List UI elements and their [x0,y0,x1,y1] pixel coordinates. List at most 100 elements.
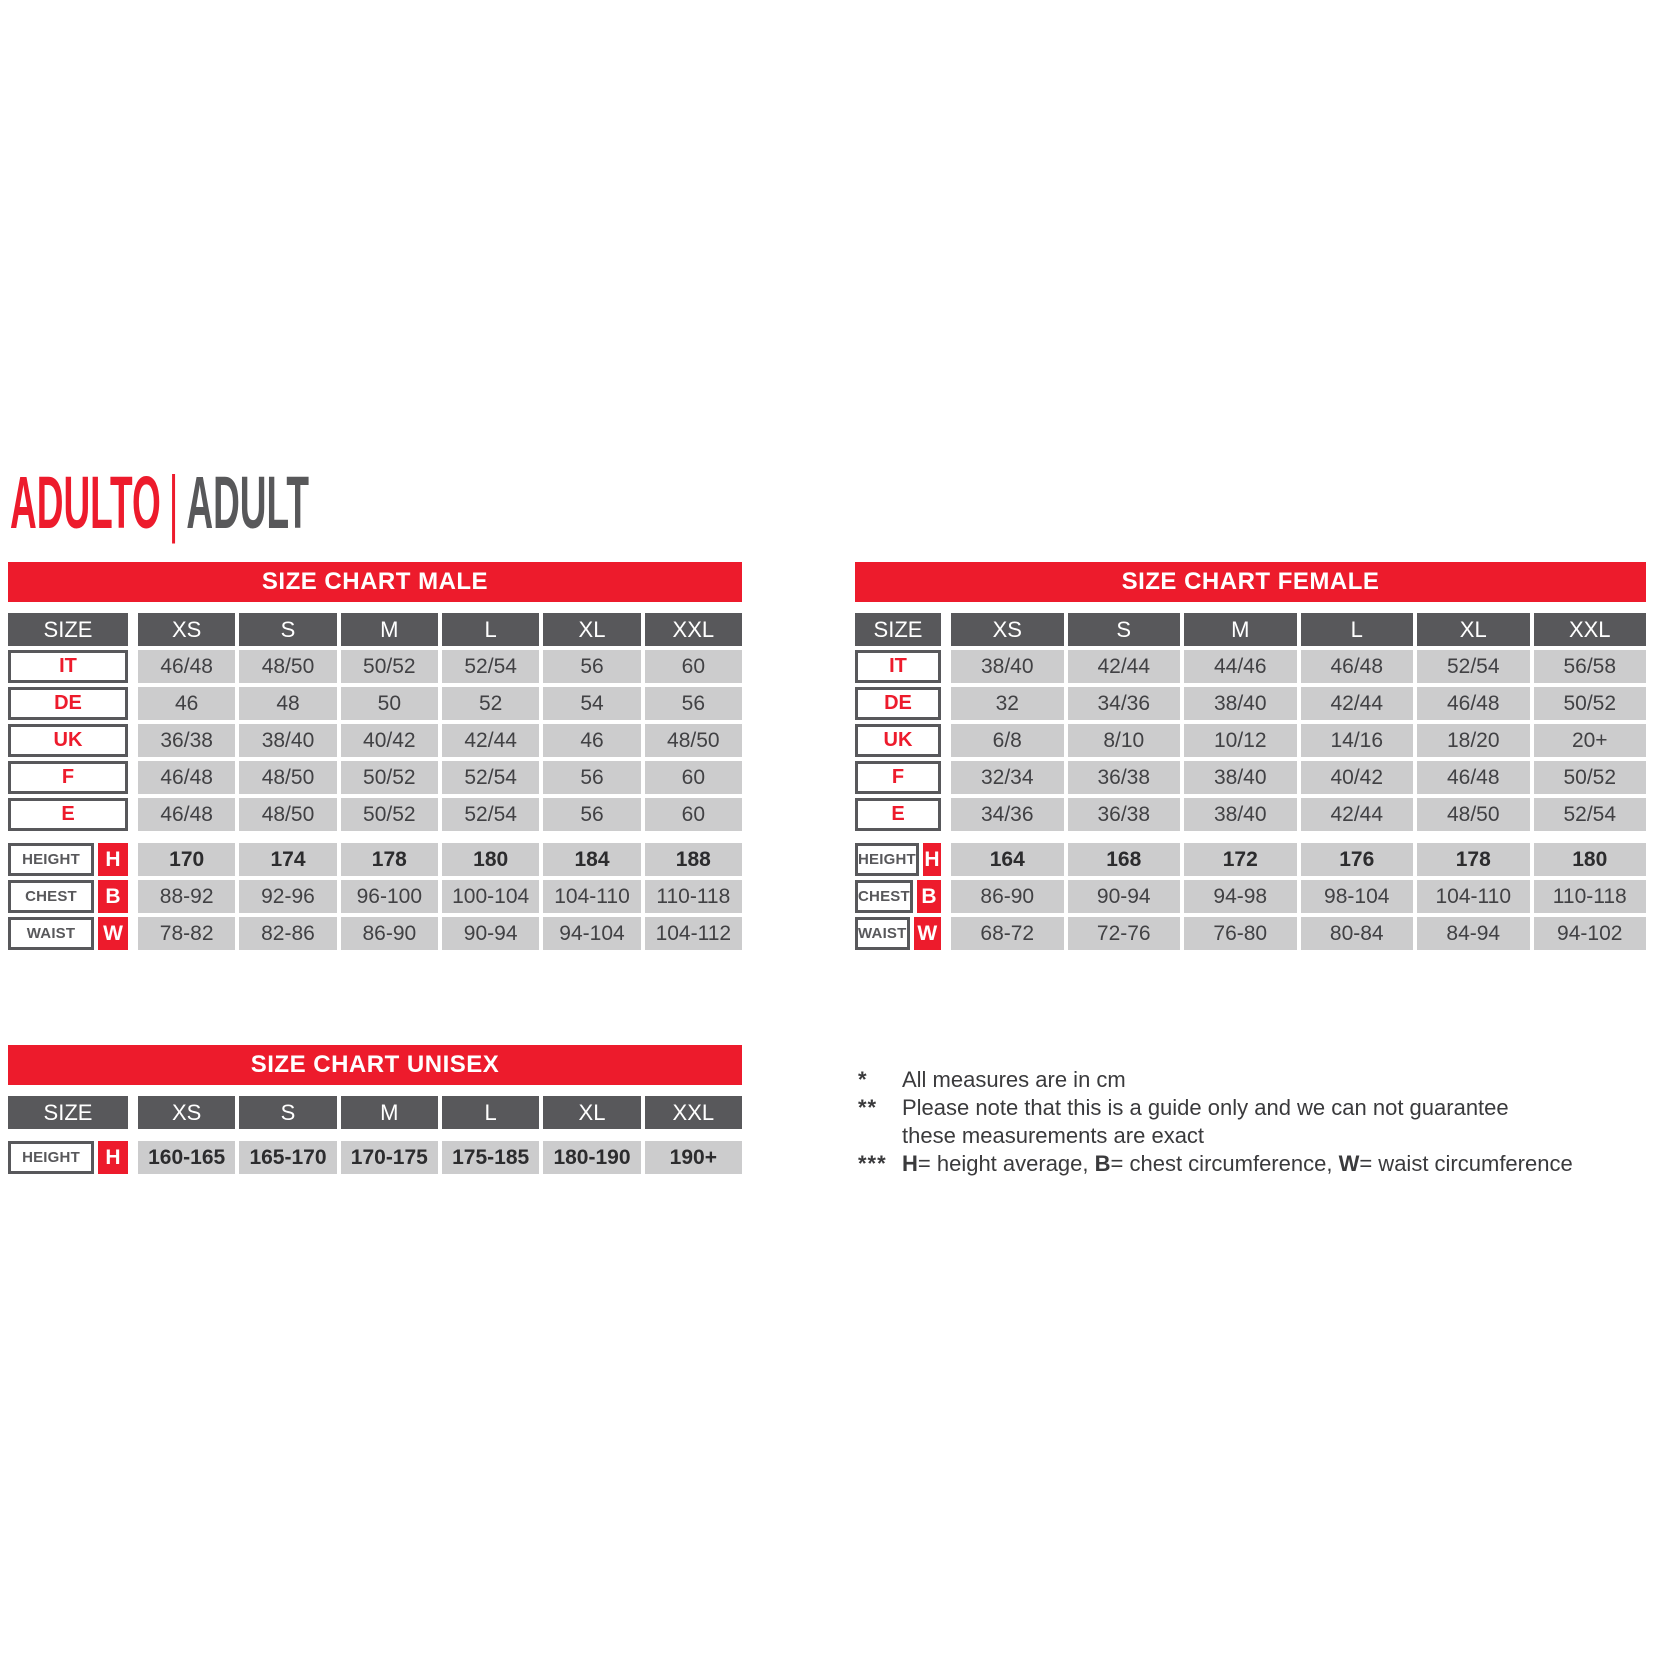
size-cell: 6/8 [951,724,1064,757]
measure-cell: 180 [442,843,540,876]
row-label-f: F [855,761,941,794]
measure-cell: 178 [1417,843,1530,876]
column-header-xl: XL [1417,613,1530,646]
size-cell: 38/40 [239,724,337,757]
measure-code-h: H [98,843,128,876]
measure-cell: 100-104 [442,880,540,913]
measure-cell: 110-118 [644,880,742,913]
measure-cell: 178 [340,843,438,876]
column-header-size: SIZE [8,1096,128,1129]
measure-cell: 88-92 [138,880,236,913]
footnote-marker: * [858,1067,868,1092]
column-header-l: L [1300,613,1413,646]
footnote-3: *** H= height average, B= chest circumfer… [858,1150,1654,1178]
column-header-xs: XS [138,613,236,646]
column-header-m: M [340,1096,438,1129]
footnote-text: All measures are in cm [902,1067,1126,1092]
measure-row-label-height: HEIGHT H [8,1141,128,1174]
size-cell: 34/36 [1067,687,1180,720]
size-cell: 8/10 [1067,724,1180,757]
size-cell: 18/20 [1417,724,1530,757]
size-cell: 38/40 [1184,761,1297,794]
column-header-s: S [239,613,337,646]
size-cell: 36/38 [1067,798,1180,831]
measure-row-label-waist: WAIST W [855,917,941,950]
measure-code-h: H [98,1141,128,1174]
size-chart-female: SIZE CHART FEMALE SIZE XS S M L XL XXL IT 38/40 4… [855,562,1646,950]
column-header-xs: XS [951,613,1064,646]
footnote-text: H= height average, B= chest circumferenc… [902,1151,1573,1176]
size-chart-male: SIZE CHART MALE SIZE XS S M L XL XXL IT 46/48 48/… [8,562,742,950]
column-header-xxl: XXL [644,1096,742,1129]
measure-cell: 110-118 [1533,880,1646,913]
measure-cell: 168 [1067,843,1180,876]
size-cell: 38/40 [1184,798,1297,831]
size-cell: 48/50 [1417,798,1530,831]
measure-code-w: W [98,917,128,950]
measure-cell: 78-82 [138,917,236,950]
row-label-it: IT [855,650,941,683]
size-cell: 54 [543,687,641,720]
measure-cell: 104-112 [644,917,742,950]
measure-label-text: WAIST [8,917,94,950]
measure-cell: 86-90 [951,880,1064,913]
measure-cell: 80-84 [1300,917,1413,950]
measure-code-h: H [922,843,941,876]
size-cell: 50/52 [340,798,438,831]
size-cell: 52/54 [442,761,540,794]
measure-cell: 180-190 [543,1141,641,1174]
column-header-xxl: XXL [644,613,742,646]
size-cell: 52 [442,687,540,720]
measure-cell: 92-96 [239,880,337,913]
size-cell: 14/16 [1300,724,1413,757]
size-cell: 40/42 [1300,761,1413,794]
page-title-primary: ADULTO [10,461,161,544]
size-cell: 52/54 [1417,650,1530,683]
measure-cell: 165-170 [239,1141,337,1174]
measure-cell: 180 [1533,843,1646,876]
size-cell: 34/36 [951,798,1064,831]
size-chart-male-grid: SIZE XS S M L XL XXL IT 46/48 48/50 50/52 52/54 56 60… [8,613,742,831]
size-cell: 48 [239,687,337,720]
measure-row-label-height: HEIGHT H [855,843,941,876]
size-cell: 56 [543,650,641,683]
footnote-marker: ** [858,1095,878,1120]
size-cell: 46/48 [138,761,236,794]
measure-code-b: B [916,880,941,913]
measure-cell: 170 [138,843,236,876]
measure-cell: 175-185 [442,1141,540,1174]
size-cell: 42/44 [442,724,540,757]
size-chart-female-banner: SIZE CHART FEMALE [855,562,1646,602]
size-chart-unisex: SIZE CHART UNISEX SIZE XS S M L XL XXL HEIGHT H… [8,1045,742,1174]
measure-row-label-waist: WAIST W [8,917,128,950]
size-cell: 50/52 [1533,761,1646,794]
column-header-l: L [442,613,540,646]
size-cell: 56 [543,761,641,794]
measure-cell: 82-86 [239,917,337,950]
size-cell: 60 [644,798,742,831]
size-cell: 46/48 [1300,650,1413,683]
page-title-separator: | [168,461,179,544]
size-cell: 10/12 [1184,724,1297,757]
column-header-xxl: XXL [1533,613,1646,646]
size-cell: 48/50 [239,798,337,831]
measure-cell: 104-110 [543,880,641,913]
column-header-m: M [1184,613,1297,646]
size-cell: 56/58 [1533,650,1646,683]
size-cell: 48/50 [644,724,742,757]
size-cell: 36/38 [138,724,236,757]
size-cell: 38/40 [1184,687,1297,720]
size-cell: 52/54 [442,650,540,683]
size-cell: 56 [543,798,641,831]
measure-cell: 172 [1184,843,1297,876]
size-cell: 46 [543,724,641,757]
measure-label-text: HEIGHT [8,843,94,876]
measure-cell: 96-100 [340,880,438,913]
column-header-s: S [239,1096,337,1129]
column-header-m: M [340,613,438,646]
measure-cell: 90-94 [442,917,540,950]
size-cell: 46/48 [138,798,236,831]
size-cell: 44/46 [1184,650,1297,683]
size-cell: 42/44 [1300,798,1413,831]
row-label-uk: UK [855,724,941,757]
